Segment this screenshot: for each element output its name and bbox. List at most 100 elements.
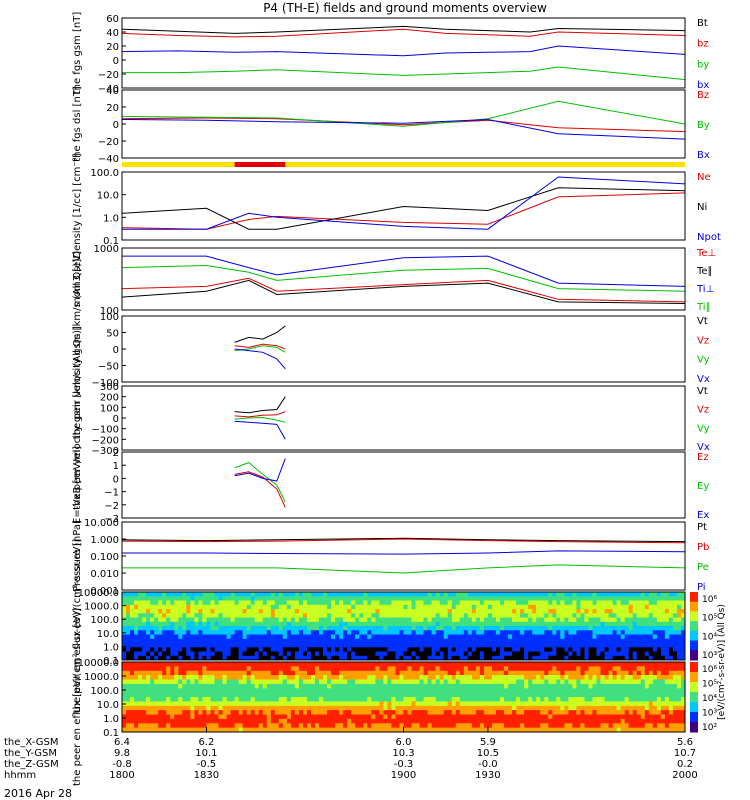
- heatmap-cell: [644, 692, 650, 698]
- heatmap-cell: [355, 727, 360, 733]
- heatmap-cell: [556, 723, 561, 729]
- heatmap-cell: [560, 679, 565, 685]
- heatmap-cell: [451, 600, 457, 606]
- heatmap-cell: [178, 647, 183, 652]
- heatmap-cell: [214, 621, 219, 627]
- heatmap-cell: [214, 634, 219, 640]
- heatmap-cell: [303, 675, 308, 680]
- heatmap-cell: [387, 670, 392, 676]
- heatmap-cell: [379, 613, 384, 618]
- heatmap-cell: [576, 662, 581, 667]
- heatmap-cell: [604, 723, 609, 729]
- heatmap-cell: [532, 666, 537, 672]
- heatmap-cell: [218, 655, 223, 661]
- heatmap-cell: [556, 714, 561, 720]
- heatmap-cell: [170, 683, 175, 689]
- heatmap-cell: [672, 692, 678, 698]
- heatmap-cell: [544, 592, 549, 597]
- heatmap-cell: [343, 675, 348, 680]
- heatmap-cell: [142, 723, 147, 729]
- heatmap-cell: [359, 596, 364, 601]
- heatmap-cell: [612, 683, 617, 689]
- heatmap-cell: [154, 705, 159, 711]
- heatmap-cell: [407, 617, 412, 623]
- heatmap-cell: [672, 710, 678, 715]
- heatmap-cell: [202, 621, 207, 627]
- heatmap-cell: [504, 630, 509, 635]
- heatmap-cell: [672, 688, 678, 694]
- heatmap-cell: [226, 705, 231, 711]
- heatmap-cell: [548, 634, 553, 640]
- heatmap-cell: [355, 643, 360, 648]
- heatmap-cell: [355, 617, 360, 623]
- heatmap-cell: [455, 634, 461, 640]
- heatmap-cell: [596, 647, 601, 652]
- heatmap-cell: [282, 705, 288, 711]
- heatmap-cell: [387, 710, 392, 715]
- heatmap-cell: [584, 710, 589, 715]
- heatmap-cell: [504, 634, 509, 640]
- heatmap-cell: [616, 617, 621, 623]
- heatmap-cell: [572, 626, 577, 631]
- heatmap-cell: [278, 688, 284, 694]
- heatmap-cell: [186, 692, 191, 698]
- heatmap-cell: [158, 621, 163, 627]
- heatmap-cell: [584, 600, 589, 606]
- heatmap-cell: [604, 592, 609, 597]
- heatmap-cell: [415, 670, 420, 676]
- heatmap-cell: [677, 634, 682, 640]
- heatmap-cell: [640, 714, 646, 720]
- heatmap-cell: [311, 592, 316, 597]
- legend-Vy: Vy: [697, 423, 710, 434]
- heatmap-cell: [672, 662, 678, 667]
- heatmap-cell: [516, 613, 521, 618]
- heatmap-cell: [652, 714, 658, 720]
- heatmap-cell: [214, 655, 219, 661]
- heatmap-cell: [154, 710, 159, 715]
- heatmap-cell: [130, 609, 135, 614]
- heatmap-cell: [636, 666, 642, 672]
- heatmap-cell: [576, 710, 581, 715]
- heatmap-cell: [463, 697, 469, 702]
- x-tick-label: 9.8: [114, 748, 130, 759]
- heatmap-cell: [463, 592, 469, 597]
- heatmap-cell: [560, 701, 565, 707]
- heatmap-cell: [681, 617, 686, 623]
- heatmap-cell: [246, 701, 252, 707]
- heatmap-cell: [588, 613, 593, 618]
- heatmap-cell: [298, 630, 304, 635]
- heatmap-cell: [668, 705, 674, 711]
- heatmap-cell: [186, 714, 191, 720]
- heatmap-cell: [471, 723, 477, 729]
- heatmap-cell: [556, 609, 561, 614]
- heatmap-cell: [681, 714, 686, 720]
- heatmap-cell: [427, 666, 432, 672]
- heatmap-cell: [584, 609, 589, 614]
- heatmap-cell: [588, 675, 593, 680]
- heatmap-cell: [628, 630, 634, 635]
- heatmap-cell: [371, 613, 376, 618]
- heatmap-cell: [363, 596, 368, 601]
- heatmap-cell: [415, 705, 420, 711]
- heatmap-cell: [319, 638, 324, 644]
- heatmap-cell: [604, 634, 609, 640]
- heatmap-cell: [286, 723, 292, 729]
- heatmap-cell: [459, 613, 465, 618]
- heatmap-cell: [303, 592, 308, 597]
- heatmap-cell: [294, 655, 300, 661]
- heatmap-cell: [459, 670, 465, 676]
- heatmap-cell: [327, 727, 332, 733]
- heatmap-cell: [592, 688, 597, 694]
- heatmap-cell: [512, 714, 517, 720]
- heatmap-cell: [564, 666, 569, 672]
- heatmap-cell: [363, 670, 368, 676]
- heatmap-cell: [560, 626, 565, 631]
- heatmap-cell: [158, 592, 163, 597]
- heatmap-cell: [339, 710, 344, 715]
- heatmap-cell: [427, 643, 432, 648]
- heatmap-cell: [395, 675, 400, 680]
- heatmap-cell: [282, 718, 288, 724]
- heatmap-cell: [504, 666, 509, 672]
- heatmap-cell: [568, 596, 573, 601]
